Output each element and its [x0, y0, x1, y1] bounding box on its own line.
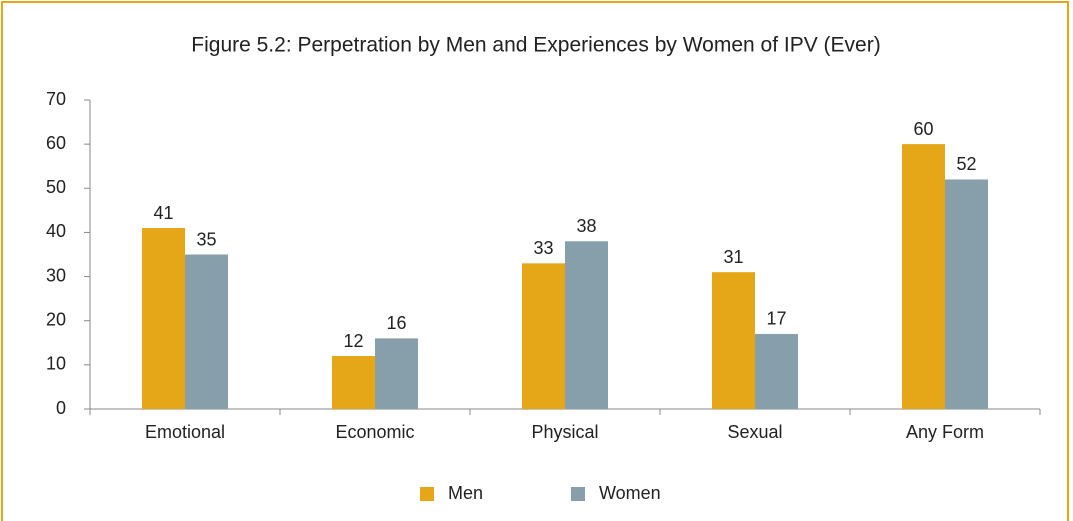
data-label: 35 [196, 229, 216, 249]
x-tick-label: Economic [335, 422, 414, 442]
bar [522, 263, 565, 409]
data-label: 12 [343, 331, 363, 351]
bar [375, 338, 418, 409]
data-label: 33 [533, 238, 553, 258]
y-tick-label: 30 [46, 265, 66, 285]
bar [332, 356, 375, 409]
y-tick-label: 40 [46, 221, 66, 241]
data-label: 52 [956, 154, 976, 174]
y-tick-label: 50 [46, 177, 66, 197]
legend-swatch [571, 487, 585, 501]
y-tick-label: 10 [46, 354, 66, 374]
legend-label: Women [599, 483, 661, 503]
legend-swatch [420, 487, 434, 501]
data-label: 17 [766, 309, 786, 329]
y-tick-label: 60 [46, 133, 66, 153]
y-tick-label: 20 [46, 309, 66, 329]
x-tick-label: Physical [531, 422, 598, 442]
bar [565, 241, 608, 409]
bar [185, 254, 228, 409]
x-tick-label: Sexual [727, 422, 782, 442]
y-tick-label: 0 [56, 398, 66, 418]
data-label: 41 [153, 203, 173, 223]
bar [902, 144, 945, 409]
data-label: 38 [576, 216, 596, 236]
x-tick-label: Any Form [906, 422, 984, 442]
legend-label: Men [448, 483, 483, 503]
bar [755, 333, 798, 409]
data-label: 16 [386, 313, 406, 333]
data-label: 31 [723, 247, 743, 267]
chart-title: Figure 5.2: Perpetration by Men and Expe… [191, 34, 880, 57]
y-tick-label: 70 [46, 89, 66, 109]
bar [945, 179, 988, 409]
bar [712, 272, 755, 409]
x-tick-label: Emotional [145, 422, 225, 442]
data-label: 60 [913, 119, 933, 139]
bar [142, 228, 185, 409]
